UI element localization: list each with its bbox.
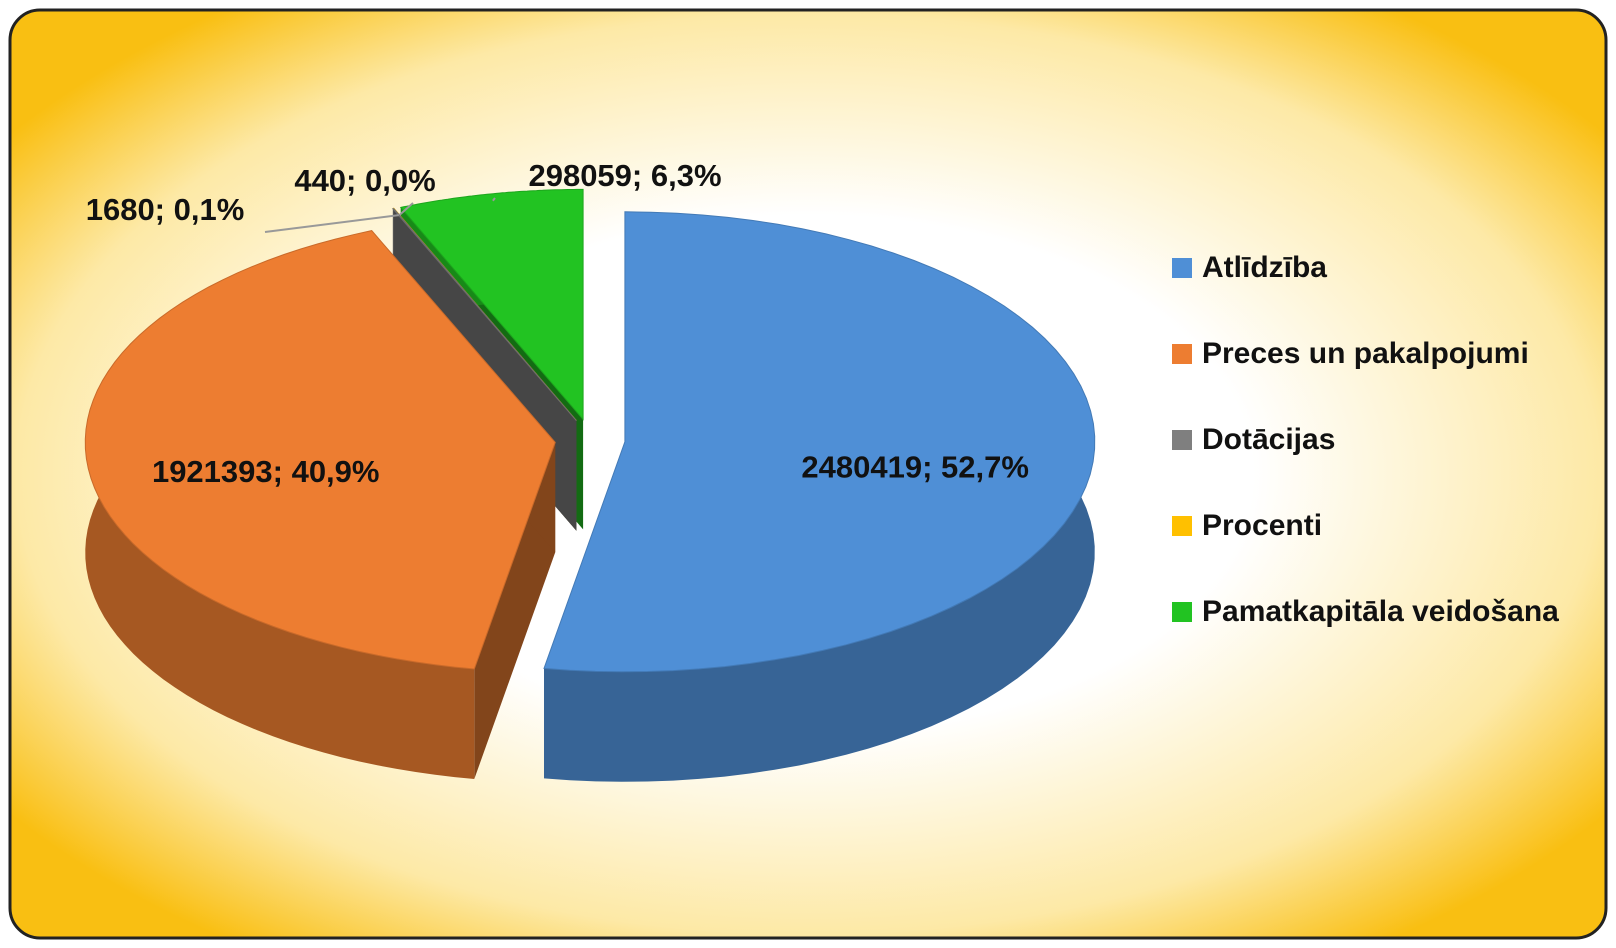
legend-swatch	[1172, 344, 1192, 364]
legend-swatch	[1172, 516, 1192, 536]
legend-label: Atlīdzība	[1202, 251, 1327, 284]
data-label: 1921393; 40,9%	[152, 454, 380, 489]
legend-item: Preces un pakalpojumi	[1172, 334, 1572, 420]
legend-item: Pamatkapitāla veidošana	[1172, 592, 1572, 678]
slice	[391, 208, 577, 422]
legend-item: Atlīdzība	[1172, 248, 1572, 334]
leader-line	[492, 197, 496, 202]
legend-label: Pamatkapitāla veidošana	[1202, 595, 1559, 628]
slice	[399, 188, 584, 421]
slice	[543, 211, 1096, 673]
legend-item: Dotācijas	[1172, 420, 1572, 506]
leader-line	[398, 202, 414, 216]
legend-label: Preces un pakalpojumi	[1202, 337, 1529, 370]
legend-label: Procenti	[1202, 509, 1323, 542]
legend-item: Procenti	[1172, 506, 1572, 592]
slice	[84, 230, 556, 670]
legend-swatch	[1172, 602, 1192, 622]
pie	[84, 188, 1096, 782]
data-label: 2480419; 52,7%	[801, 449, 1029, 484]
data-label: 1680; 0,1%	[86, 192, 245, 227]
legend-swatch	[1172, 430, 1192, 450]
data-label: 440; 0,0%	[294, 163, 435, 198]
legend: Atlīdzība Preces un pakalpojumi Dotācijas P…	[1172, 248, 1572, 678]
legend-swatch	[1172, 258, 1192, 278]
data-label: 298059; 6,3%	[528, 158, 721, 193]
leader-line	[264, 214, 399, 233]
legend-label: Dotācijas	[1202, 423, 1336, 456]
